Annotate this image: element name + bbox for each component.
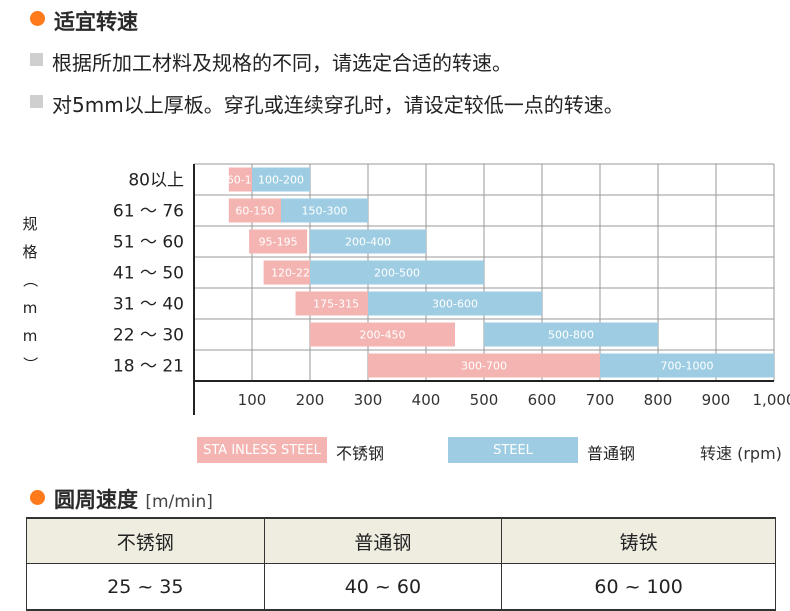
section2-unit: [m/min]: [145, 492, 213, 512]
x-tick-label: 800: [644, 391, 673, 409]
x-tick-label: 400: [412, 391, 441, 409]
note-line-2: 对5mm以上厚板。穿孔或连续穿孔时，请设定较低一点的转速。: [52, 93, 624, 117]
range-bar-steel: [600, 353, 774, 378]
range-bar-label: 120-225: [271, 267, 317, 280]
range-bar-label: 150-300: [302, 205, 348, 218]
y-axis-label-char: 规: [22, 215, 38, 233]
header-stainless: 不锈钢: [26, 517, 265, 564]
range-bar-steel: [368, 291, 542, 316]
legend-steel-label: 普通钢: [587, 444, 636, 463]
range-bar-steel: [281, 198, 368, 223]
range-bar-steel: [310, 260, 484, 285]
range-bar-stainless: [310, 322, 455, 347]
category-label: 80以上: [128, 171, 184, 191]
y-axis-label-char: m: [22, 299, 38, 317]
x-tick-label: 600: [528, 391, 557, 409]
value-steel: 40 ~ 60: [263, 563, 503, 611]
y-axis-label-char: 格: [22, 243, 38, 261]
range-bar-stainless: [368, 353, 600, 378]
peripheral-speed-table: 不锈钢 普通钢 铸铁 25 ~ 35 40 ~ 60 60 ~ 100: [26, 517, 776, 611]
range-bar-label: 200-500: [374, 267, 420, 280]
range-bar-label: 500-800: [548, 329, 594, 342]
legend-stainless-label: 不锈钢: [336, 444, 385, 463]
range-bar-steel: [484, 322, 658, 347]
y-axis-label-char: m: [22, 327, 38, 345]
category-label: 31 ～ 40: [113, 295, 184, 315]
x-tick-label: 200: [296, 391, 325, 409]
section-title-peripheral-speed: 圆周速度 [m/min]: [54, 484, 213, 514]
range-bar-label: 60-150: [235, 205, 274, 218]
note-line-1: 根据所加工材料及规格的不同，请选定合适的转速。: [52, 51, 512, 75]
category-label: 18 ～ 21: [113, 357, 184, 377]
section-title-rotation-speed: 适宜转速: [54, 10, 138, 34]
category-label: 61 ～ 76: [113, 202, 184, 222]
section2-title: 圆周速度: [54, 488, 138, 512]
range-bar-label: 300-600: [432, 298, 478, 311]
value-cast-iron: 60 ~ 100: [501, 563, 776, 611]
x-axis-label: 转速 (rpm): [700, 444, 782, 463]
range-bar-label: 300-700: [461, 360, 507, 373]
y-axis-label: 规格 （ m m ）: [18, 210, 42, 378]
x-tick-label: 1,000: [753, 391, 790, 409]
x-tick-label: 300: [354, 391, 383, 409]
category-label: 51 ～ 60: [113, 233, 184, 253]
range-bar-label: 200-400: [345, 236, 391, 249]
range-bar-steel: [310, 229, 426, 254]
y-axis-label-char: ）: [21, 356, 39, 372]
value-stainless: 25 ~ 35: [26, 563, 265, 611]
table-row: 25 ~ 35 40 ~ 60 60 ~ 100: [26, 563, 776, 611]
rpm-range-chart: 80以上 61 ～ 76 51 ～ 60 41 ～ 50 31 ～ 40 22 ～ 30 1…: [113, 163, 790, 415]
square-bullet-icon: [30, 95, 43, 108]
header-steel: 普通钢: [263, 517, 503, 564]
range-bar-steel: [252, 167, 310, 192]
range-bar-label: 95-195: [259, 236, 298, 249]
square-bullet-icon: [30, 53, 43, 66]
range-bar-label: 700-1000: [661, 360, 714, 373]
range-bar-stainless: [249, 229, 308, 254]
x-tick-label: 500: [470, 391, 499, 409]
legend-stainless-swatch: STA INLESS STEEL: [197, 437, 327, 463]
x-tick-label: 900: [702, 391, 731, 409]
range-bar-label: 100-200: [258, 174, 304, 187]
table-header-row: 不锈钢 普通钢 铸铁: [26, 517, 776, 564]
range-bar-stainless: [228, 198, 281, 223]
y-axis-label-char: （: [21, 272, 39, 288]
x-tick-label: 100: [238, 391, 267, 409]
range-bar-stainless: [295, 291, 377, 316]
legend-steel-swatch: STEEL: [448, 437, 578, 463]
range-bar-label: 200-450: [360, 329, 406, 342]
category-label: 41 ～ 50: [113, 264, 184, 284]
section-bullet-icon: [30, 490, 45, 505]
range-bar-label: 175-315: [313, 298, 359, 311]
category-label: 22 ～ 30: [113, 326, 184, 346]
x-tick-label: 700: [586, 391, 615, 409]
header-cast-iron: 铸铁: [501, 517, 776, 564]
section-bullet-icon: [30, 11, 45, 26]
